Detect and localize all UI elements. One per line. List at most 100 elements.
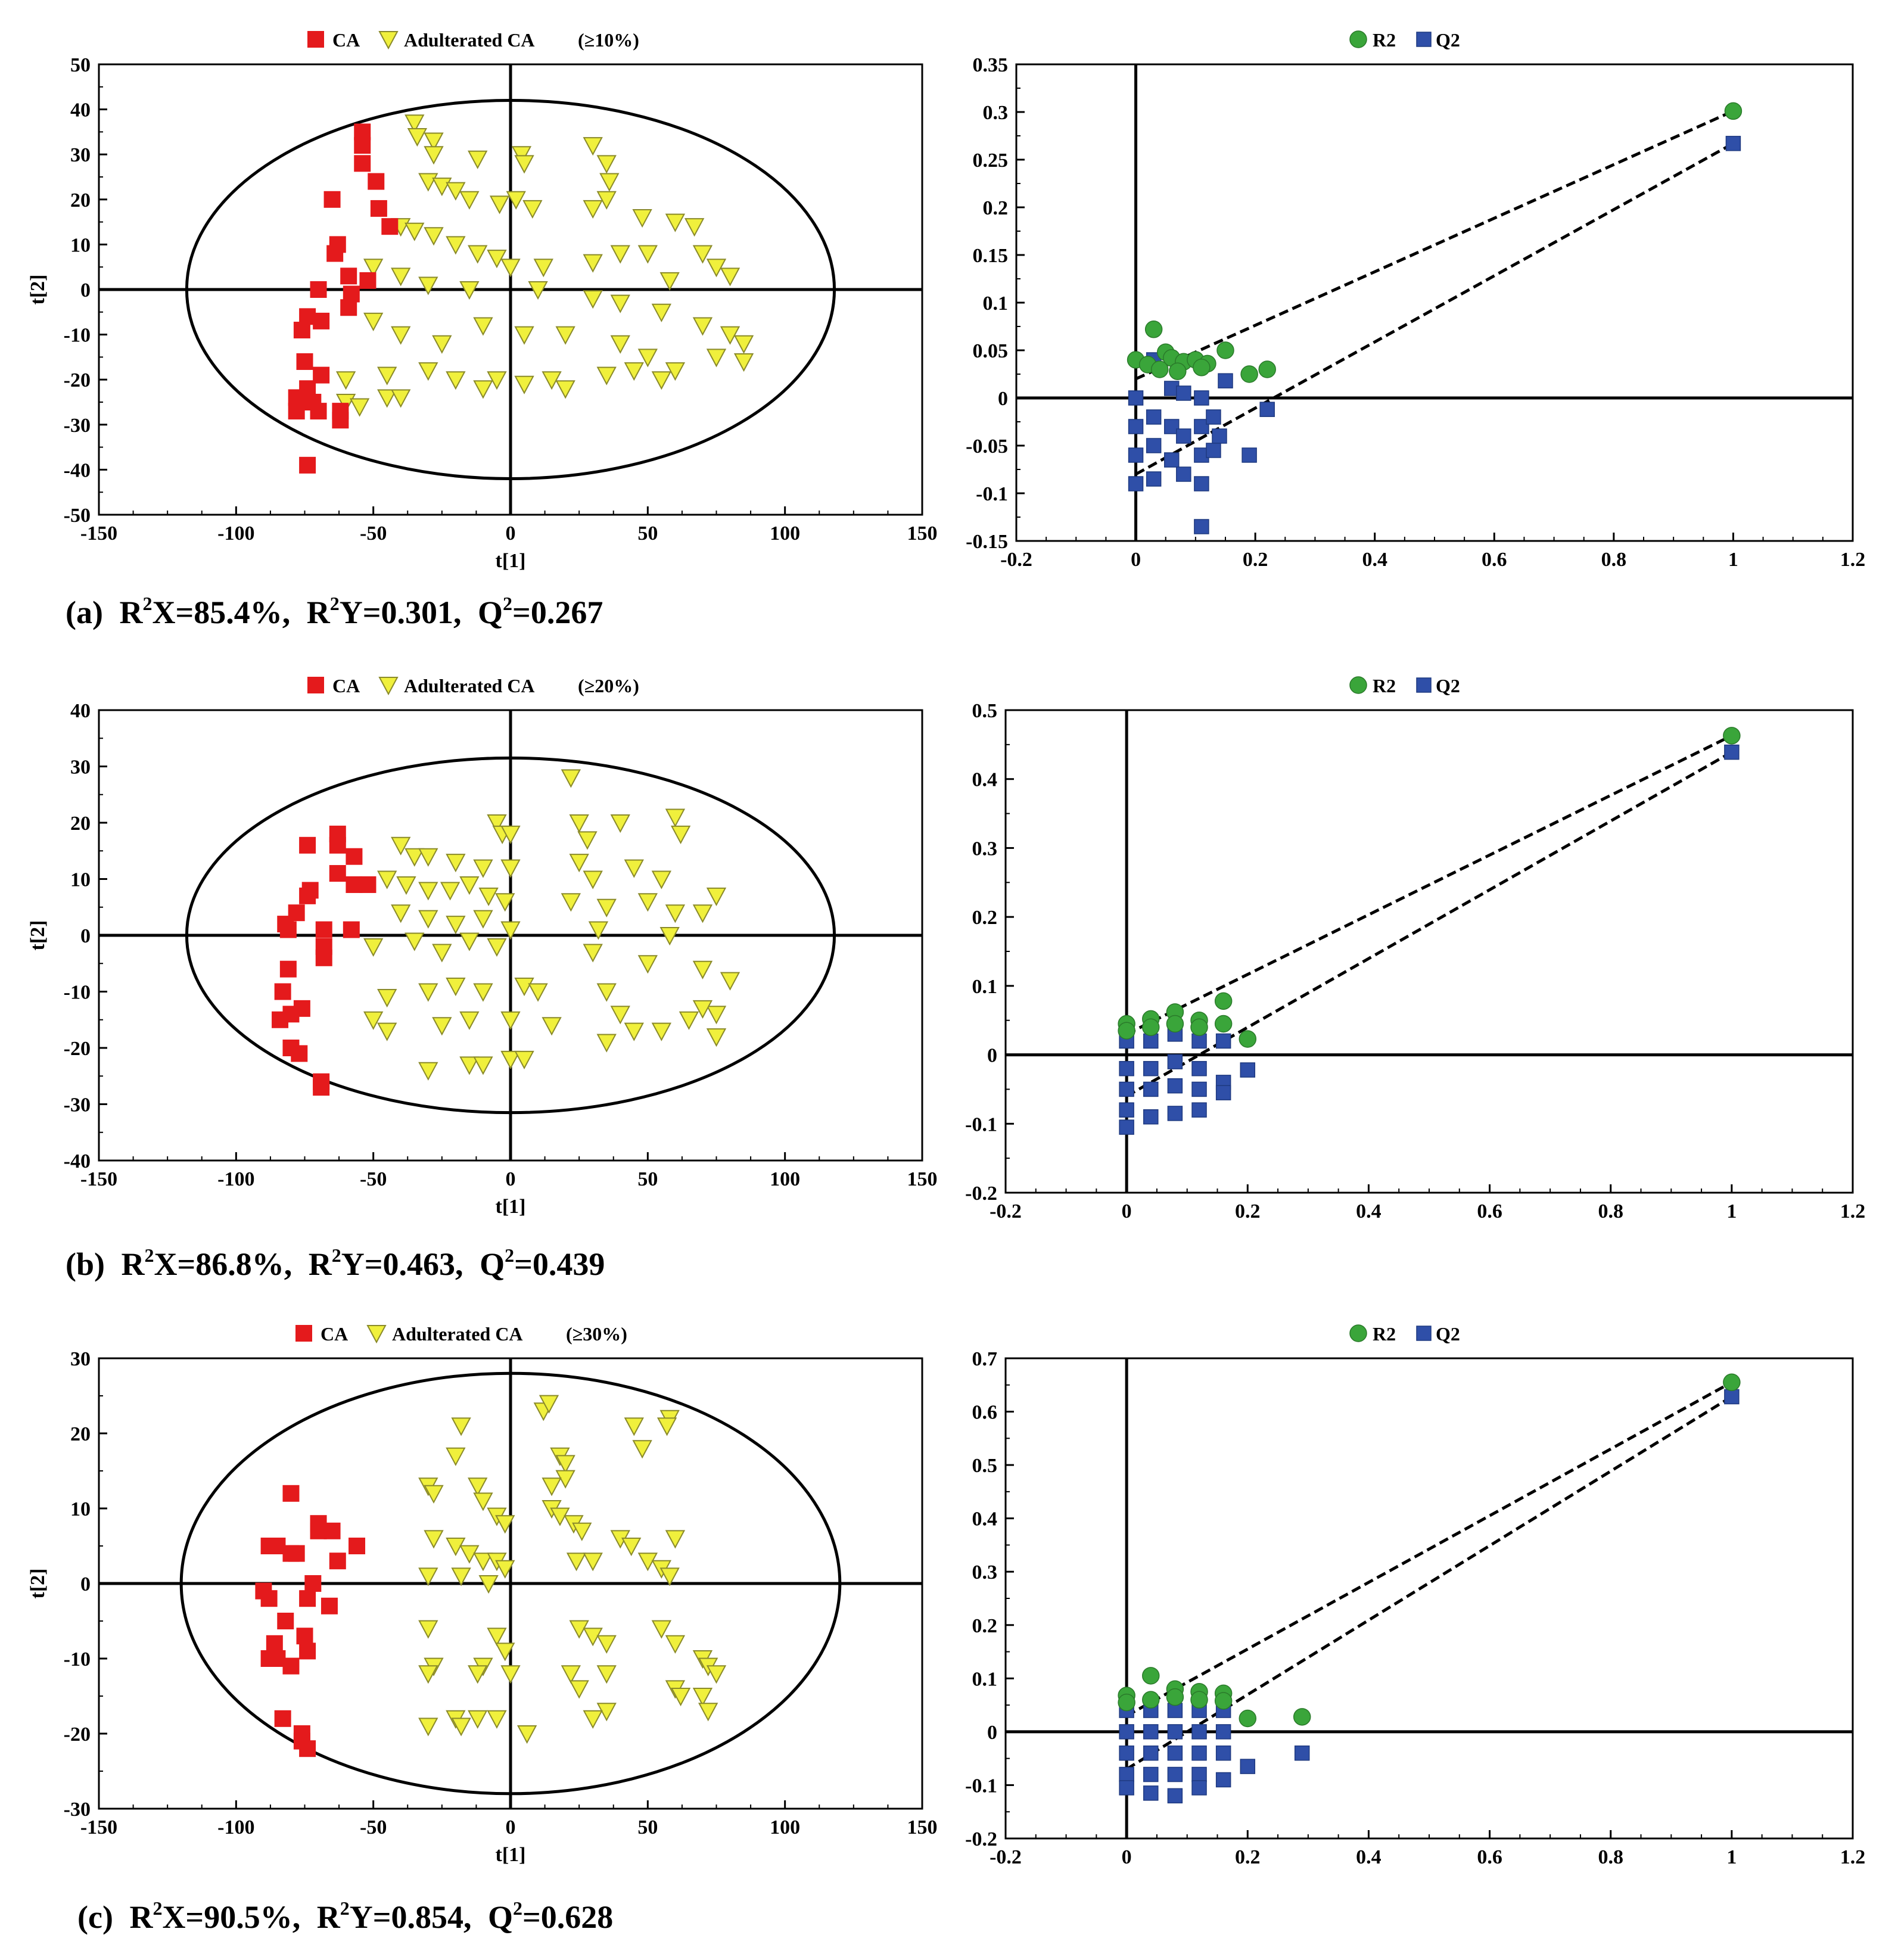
x-tick-label: 0.2 xyxy=(1243,549,1268,571)
adulterated-ca-point xyxy=(637,893,658,912)
y-tick-label: 0.1 xyxy=(983,293,1009,315)
adulterated-ca-point xyxy=(692,317,713,336)
x-tick-label: -100 xyxy=(217,522,254,545)
x-tick-label: 50 xyxy=(637,1168,658,1190)
adulterated-ca-point xyxy=(446,182,466,201)
ca-point xyxy=(299,836,316,854)
adulterated-ca-point xyxy=(468,245,488,264)
adulterated-ca-point xyxy=(459,1545,480,1564)
q2-point xyxy=(1725,136,1741,151)
adulterated-ca-point xyxy=(473,380,493,399)
adulterated-ca-point xyxy=(511,146,532,165)
ca-point xyxy=(315,949,332,966)
ca-point xyxy=(277,1613,294,1629)
adulterated-ca-point xyxy=(651,870,672,889)
adulterated-ca-point xyxy=(528,281,548,300)
q2-point xyxy=(1143,1081,1159,1097)
adulterated-ca-point xyxy=(692,1000,713,1019)
adulterated-ca-point xyxy=(637,955,658,974)
adulterated-ca-point xyxy=(500,825,521,845)
adulterated-ca-point xyxy=(446,916,466,935)
r2-point xyxy=(1239,1709,1257,1728)
adulterated-ca-point xyxy=(706,887,727,906)
adulterated-ca-point xyxy=(596,155,617,174)
y-tick-label: 0.5 xyxy=(972,700,998,722)
x-axis-label: t[1] xyxy=(496,1844,526,1866)
y-tick-label: 0.5 xyxy=(972,1455,998,1477)
adulterated-ca-point xyxy=(363,312,384,332)
legend-threshold-label: (≥10%) xyxy=(578,29,639,51)
q2-point xyxy=(1119,1745,1134,1761)
y-tick-label: -0.15 xyxy=(966,531,1008,553)
adulterated-ca-point xyxy=(624,1022,644,1041)
y-tick-label: 0.15 xyxy=(973,245,1009,267)
ca-point xyxy=(359,876,377,893)
adulterated-ca-point xyxy=(679,1011,699,1030)
q2-point xyxy=(1212,428,1227,444)
legend-adulterated-label: Adulterated CA xyxy=(404,29,535,51)
adulterated-ca-point xyxy=(621,1538,642,1557)
q2-point xyxy=(1128,447,1144,463)
q2-point xyxy=(1128,476,1144,491)
r2-point xyxy=(1169,362,1187,380)
adulterated-ca-point xyxy=(440,882,461,901)
y-tick-label: 40 xyxy=(70,99,91,122)
adulterated-ca-point xyxy=(407,127,428,147)
x-tick-label: -150 xyxy=(80,522,117,545)
r2-point xyxy=(1166,1688,1184,1706)
ca-point xyxy=(296,1628,313,1645)
adulterated-ca-point xyxy=(596,366,617,385)
adulterated-ca-point xyxy=(363,259,384,278)
legend-ca-label: CA xyxy=(332,675,360,696)
ca-point xyxy=(266,1635,283,1652)
adulterated-ca-point xyxy=(405,932,425,951)
adulterated-ca-point xyxy=(610,814,630,833)
adulterated-ca-point xyxy=(495,1560,515,1579)
adulterated-ca-point xyxy=(468,1710,488,1729)
q2-point xyxy=(1167,1078,1183,1094)
legend-q2-label: Q2 xyxy=(1436,675,1460,696)
adulterated-ca-point xyxy=(468,1477,488,1497)
y-tick-label: 10 xyxy=(70,1498,91,1520)
adulterated-ca-point xyxy=(555,1470,575,1489)
y-tick-label: 10 xyxy=(70,869,91,891)
y-tick-label: 0.3 xyxy=(972,838,998,860)
ca-point xyxy=(332,412,349,429)
y-tick-label: 0 xyxy=(80,925,91,947)
adulterated-ca-point xyxy=(432,1017,452,1036)
y-tick-label: 0.35 xyxy=(973,54,1009,76)
adulterated-ca-point xyxy=(583,290,603,309)
q2-point xyxy=(1191,1724,1207,1740)
x-axis-label: t[1] xyxy=(496,1196,526,1218)
adulterated-ca-point xyxy=(720,326,740,345)
ca-point xyxy=(291,1045,308,1062)
y-tick-label: -20 xyxy=(64,1723,91,1746)
ca-point xyxy=(282,1485,300,1502)
adulterated-ca-point xyxy=(405,114,425,133)
x-tick-label: 1.2 xyxy=(1840,549,1866,571)
r2-point xyxy=(1239,1030,1257,1048)
legend: R2 Q2 xyxy=(1349,1323,1460,1345)
y-tick-label: 0.1 xyxy=(972,976,998,998)
adulterated-ca-point xyxy=(405,848,425,867)
r2-point xyxy=(1214,992,1233,1010)
x-tick-label: 100 xyxy=(770,1168,800,1190)
adulterated-ca-point xyxy=(459,932,480,951)
adulterated-ca-point xyxy=(418,276,438,295)
ca-point xyxy=(279,960,297,978)
adulterated-ca-point xyxy=(514,326,534,345)
legend-adulterated-swatch xyxy=(378,677,399,696)
legend-ca-swatch xyxy=(307,677,324,693)
adulterated-ca-point xyxy=(432,335,452,354)
x-tick-label: 0.2 xyxy=(1235,1846,1261,1868)
legend: CA Adulterated CA (≥20%) xyxy=(307,675,639,696)
y-tick-label: 0 xyxy=(998,388,1008,410)
adulterated-ca-point xyxy=(665,213,686,232)
adulterated-ca-point xyxy=(418,882,438,901)
q2-point xyxy=(1206,409,1221,425)
y-tick-label: 0 xyxy=(987,1045,997,1067)
r2-point xyxy=(1723,727,1741,745)
adulterated-ca-point xyxy=(588,921,609,940)
adulterated-ca-point xyxy=(489,195,510,214)
x-tick-label: 0.6 xyxy=(1477,1200,1502,1222)
